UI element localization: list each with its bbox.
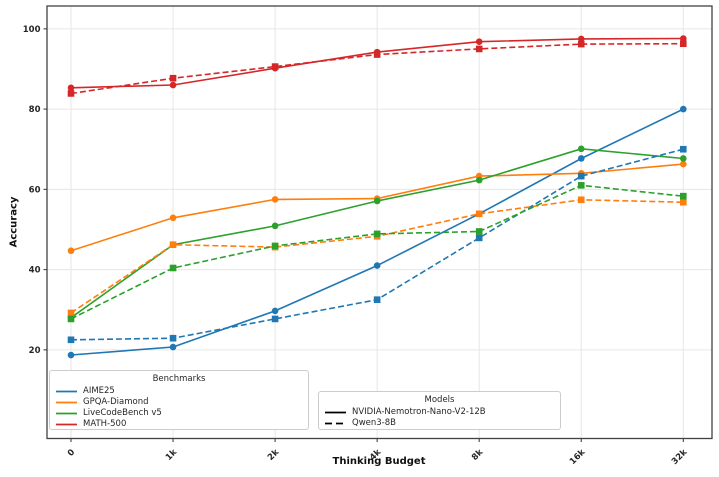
x-tick-label: 32k <box>670 447 690 467</box>
data-point-marker <box>169 81 177 89</box>
data-point-marker <box>67 351 75 359</box>
y-tick-label: 20 <box>29 346 41 356</box>
data-point-marker <box>169 343 177 351</box>
data-point-marker <box>169 334 177 342</box>
data-point-marker <box>475 210 483 218</box>
data-point-marker <box>271 196 279 203</box>
legend-item-model: NVIDIA-Nemotron-Nano-V2-12B <box>325 407 554 418</box>
data-point-marker <box>373 51 381 58</box>
legend-item-benchmark: MATH-500 <box>56 419 302 430</box>
data-point-marker <box>475 45 483 53</box>
data-point-marker <box>680 105 687 113</box>
y-tick-label: 80 <box>29 105 41 115</box>
data-point-marker <box>680 40 687 48</box>
legend-item-benchmark: LiveCodeBench v5 <box>56 408 302 419</box>
x-tick-label: 16k <box>568 447 588 467</box>
data-point-marker <box>577 182 585 189</box>
data-point-marker <box>680 198 687 206</box>
y-axis-label: Accuracy <box>8 196 20 248</box>
data-point-marker <box>67 90 75 97</box>
data-point-marker <box>577 40 585 48</box>
legend-item-model: Qwen3-8B <box>325 418 554 429</box>
legend-item-benchmark-label: MATH-500 <box>83 419 127 429</box>
data-point-marker <box>67 315 75 323</box>
x-tick-label: 0 <box>66 447 77 458</box>
data-point-marker <box>169 214 177 222</box>
data-point-marker <box>271 242 279 250</box>
data-point-marker <box>169 264 177 272</box>
legend-swatch-line <box>56 412 77 415</box>
y-tick-label: 40 <box>29 266 41 276</box>
data-point-marker <box>475 234 483 242</box>
legend-models: Models NVIDIA-Nemotron-Nano-V2-12B Qwen3-… <box>318 391 561 430</box>
data-point-marker <box>67 309 75 317</box>
data-point-marker <box>475 228 483 235</box>
data-point-marker <box>169 241 177 249</box>
data-point-marker <box>680 35 687 42</box>
legend-benchmarks: Benchmarks AIME25 GPQA-Diamond LiveCodeBen… <box>49 370 309 430</box>
data-point-marker <box>680 155 687 162</box>
legend-item-model-label: NVIDIA-Nemotron-Nano-V2-12B <box>352 407 486 417</box>
legend-item-benchmark: GPQA-Diamond <box>56 397 302 408</box>
data-point-marker <box>577 145 585 153</box>
legend-item-benchmark-label: AIME25 <box>83 386 115 396</box>
data-point-marker <box>67 247 75 255</box>
data-point-marker <box>680 145 687 153</box>
legend-models-title: Models <box>424 395 455 405</box>
legend-swatch-line <box>56 401 77 404</box>
data-point-marker <box>577 172 585 180</box>
data-point-marker <box>373 262 381 269</box>
legend-item-benchmark: AIME25 <box>56 386 302 397</box>
data-point-marker <box>475 38 483 46</box>
legend-item-model-label: Qwen3-8B <box>352 418 396 428</box>
data-point-marker <box>271 307 279 315</box>
data-point-marker <box>67 84 75 92</box>
legend-benchmarks-title: Benchmarks <box>152 374 206 384</box>
data-point-marker <box>373 230 381 238</box>
data-point-marker <box>271 63 279 70</box>
legend-swatch-line <box>325 422 346 425</box>
data-point-marker <box>67 336 75 344</box>
data-point-marker <box>475 176 483 184</box>
x-tick-label: 1k <box>164 447 179 462</box>
legend-swatch-line <box>56 390 77 393</box>
legend-item-benchmark-label: LiveCodeBench v5 <box>83 408 162 418</box>
plot-frame <box>46 5 713 440</box>
x-tick-label: 8k <box>470 447 485 462</box>
x-tick-label: 2k <box>266 447 281 462</box>
data-point-marker <box>577 155 585 162</box>
legend-swatch-line <box>56 423 77 426</box>
data-point-marker <box>577 35 585 43</box>
legend-item-benchmark-label: GPQA-Diamond <box>83 397 149 407</box>
data-point-marker <box>169 74 177 82</box>
data-point-marker <box>680 160 687 168</box>
data-point-marker <box>271 315 279 323</box>
data-point-marker <box>577 196 585 204</box>
x-axis-label: Thinking Budget <box>332 456 426 467</box>
data-point-marker <box>373 197 381 205</box>
legend-swatch-line <box>325 411 346 414</box>
data-point-marker <box>271 222 279 230</box>
data-point-marker <box>680 192 687 200</box>
data-point-marker <box>373 296 381 303</box>
y-tick-label: 100 <box>23 25 41 35</box>
y-tick-label: 60 <box>29 185 41 195</box>
